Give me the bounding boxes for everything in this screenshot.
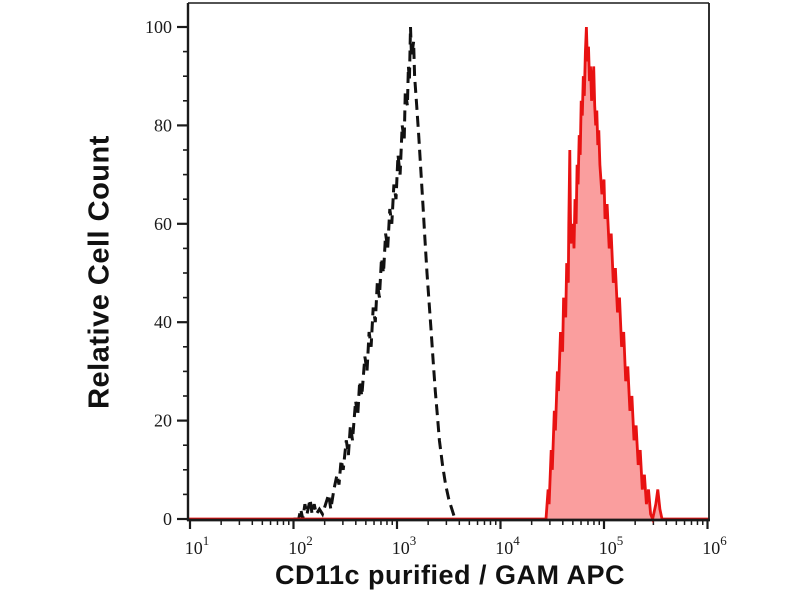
y-tick-label: 60 <box>154 214 172 234</box>
y-tick-label: 20 <box>154 411 172 431</box>
x-tick-label: 105 <box>599 533 624 558</box>
y-tick-label: 40 <box>154 312 172 332</box>
plot-box-spines <box>186 2 710 522</box>
x-tick-label: 102 <box>288 533 313 558</box>
y-tick-label: 100 <box>145 17 172 37</box>
x-tick-label: 101 <box>185 533 210 558</box>
x-tick-label: 103 <box>392 533 417 558</box>
red-filled-histogram-curve <box>188 26 709 524</box>
y-axis-title: Relative Cell Count <box>83 135 116 409</box>
y-tick-label: 0 <box>163 509 172 529</box>
histogram-curves <box>188 26 709 524</box>
x-axis-title: CD11c purified / GAM APC <box>274 560 626 590</box>
y-tick-label: 80 <box>154 115 172 135</box>
black-dashed-open-histogram-curve <box>293 26 457 521</box>
x-tick-label: 104 <box>495 533 520 558</box>
axis-tick-labels: 0 20 40 60 80 100 101 102 103 104 105 106 <box>145 17 727 558</box>
x-tick-label: 106 <box>702 533 727 558</box>
